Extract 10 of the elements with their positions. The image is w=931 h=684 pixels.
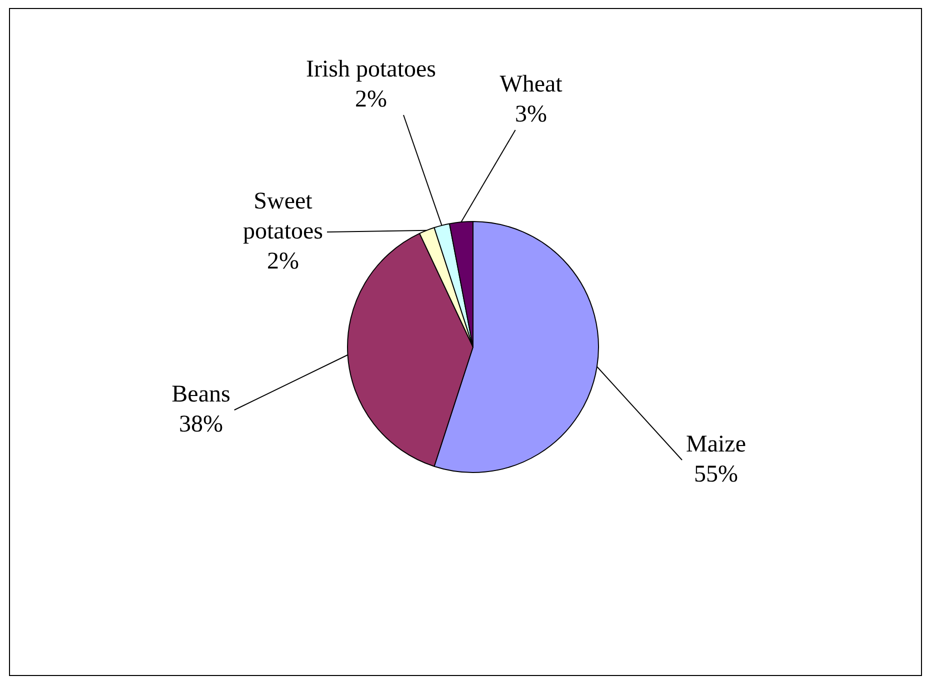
data-label: 2% <box>267 248 299 274</box>
data-label: 2% <box>355 86 387 112</box>
slice-label: Sweet potatoes <box>243 188 323 244</box>
data-label: 55% <box>694 461 738 488</box>
slice-label: Maize <box>686 431 746 458</box>
slice-label: Irish potatoes <box>306 56 436 82</box>
slice-label: Beans <box>172 381 230 408</box>
slice-label: Wheat <box>500 71 563 98</box>
data-label: 38% <box>179 411 223 438</box>
data-label: 3% <box>515 101 547 128</box>
